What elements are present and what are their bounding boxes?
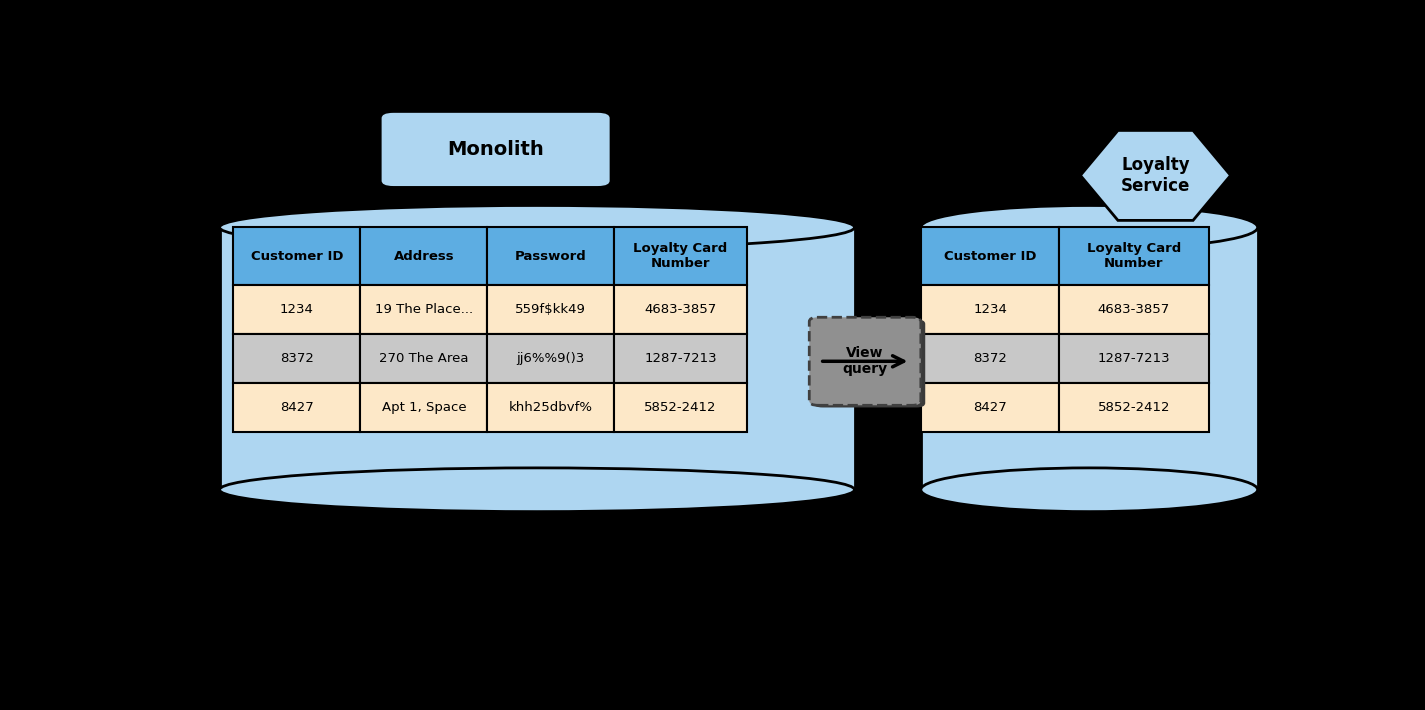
Bar: [1059, 227, 1208, 285]
FancyBboxPatch shape: [809, 317, 921, 405]
Bar: [614, 227, 747, 285]
Bar: [487, 285, 614, 334]
Text: Customer ID: Customer ID: [945, 249, 1036, 263]
Ellipse shape: [921, 205, 1258, 249]
Bar: [487, 227, 614, 285]
Ellipse shape: [219, 205, 855, 249]
Ellipse shape: [219, 468, 855, 512]
Bar: [922, 334, 1059, 383]
Bar: [1059, 334, 1208, 383]
Bar: [922, 227, 1059, 285]
Text: jj6%%9()3: jj6%%9()3: [517, 352, 586, 365]
Bar: [1059, 285, 1208, 334]
Text: Address: Address: [393, 249, 455, 263]
Text: Monolith: Monolith: [447, 140, 544, 159]
Text: Apt 1, Space: Apt 1, Space: [382, 401, 466, 414]
Bar: [234, 285, 361, 334]
Bar: [614, 383, 747, 432]
Bar: [234, 334, 361, 383]
Bar: [234, 383, 361, 432]
Text: 8372: 8372: [279, 352, 314, 365]
Bar: [361, 383, 487, 432]
Text: 1287-7213: 1287-7213: [1097, 352, 1170, 365]
Text: Loyalty
Service: Loyalty Service: [1121, 156, 1190, 195]
FancyBboxPatch shape: [380, 111, 611, 187]
Text: 559f$kk49: 559f$kk49: [516, 303, 586, 316]
Bar: [234, 227, 361, 285]
Text: 270 The Area: 270 The Area: [379, 352, 469, 365]
Text: Loyalty Card
Number: Loyalty Card Number: [1087, 242, 1181, 270]
Polygon shape: [1080, 131, 1231, 220]
Bar: [487, 334, 614, 383]
Bar: [614, 334, 747, 383]
Text: Password: Password: [514, 249, 587, 263]
Text: View
query: View query: [842, 346, 888, 376]
Bar: [1059, 383, 1208, 432]
Text: 4683-3857: 4683-3857: [644, 303, 717, 316]
FancyBboxPatch shape: [814, 320, 925, 408]
Text: khh25dbvf%: khh25dbvf%: [509, 401, 593, 414]
Bar: [219, 227, 855, 490]
Text: 5852-2412: 5852-2412: [1097, 401, 1170, 414]
Text: 1287-7213: 1287-7213: [644, 352, 717, 365]
Ellipse shape: [921, 468, 1258, 512]
Bar: [361, 227, 487, 285]
Bar: [922, 285, 1059, 334]
Bar: [361, 334, 487, 383]
Text: 8372: 8372: [973, 352, 1007, 365]
Bar: [361, 285, 487, 334]
Text: Loyalty Card
Number: Loyalty Card Number: [634, 242, 728, 270]
Text: 8427: 8427: [973, 401, 1007, 414]
Bar: [921, 227, 1258, 490]
Text: 5852-2412: 5852-2412: [644, 401, 717, 414]
Text: 1234: 1234: [279, 303, 314, 316]
Bar: [922, 383, 1059, 432]
Text: 4683-3857: 4683-3857: [1097, 303, 1170, 316]
Bar: [614, 285, 747, 334]
Text: 19 The Place...: 19 The Place...: [375, 303, 473, 316]
Text: 1234: 1234: [973, 303, 1007, 316]
Text: Customer ID: Customer ID: [251, 249, 343, 263]
Bar: [487, 383, 614, 432]
Text: 8427: 8427: [279, 401, 314, 414]
